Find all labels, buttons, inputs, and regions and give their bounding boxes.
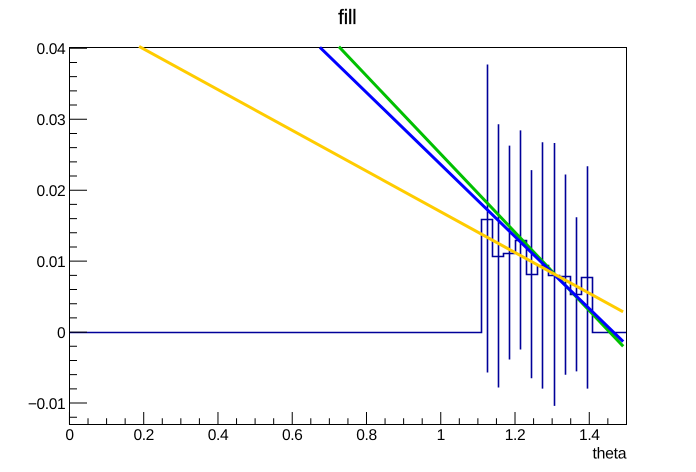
svg-text:0.02: 0.02 xyxy=(37,183,66,200)
svg-text:1.2: 1.2 xyxy=(505,427,525,444)
svg-text:0.2: 0.2 xyxy=(133,427,153,444)
svg-text:0.04: 0.04 xyxy=(37,41,66,58)
svg-text:0: 0 xyxy=(57,325,66,342)
svg-text:0.6: 0.6 xyxy=(282,427,302,444)
svg-text:−0.01: −0.01 xyxy=(28,396,65,413)
svg-text:0.8: 0.8 xyxy=(356,427,376,444)
svg-text:theta: theta xyxy=(593,445,627,462)
svg-text:0.01: 0.01 xyxy=(37,254,66,271)
svg-text:0.4: 0.4 xyxy=(208,427,229,444)
svg-text:0: 0 xyxy=(65,427,74,444)
svg-text:1.4: 1.4 xyxy=(579,427,600,444)
svg-text:fill: fill xyxy=(338,6,356,29)
svg-text:1: 1 xyxy=(437,427,445,444)
svg-text:0.03: 0.03 xyxy=(37,112,66,129)
